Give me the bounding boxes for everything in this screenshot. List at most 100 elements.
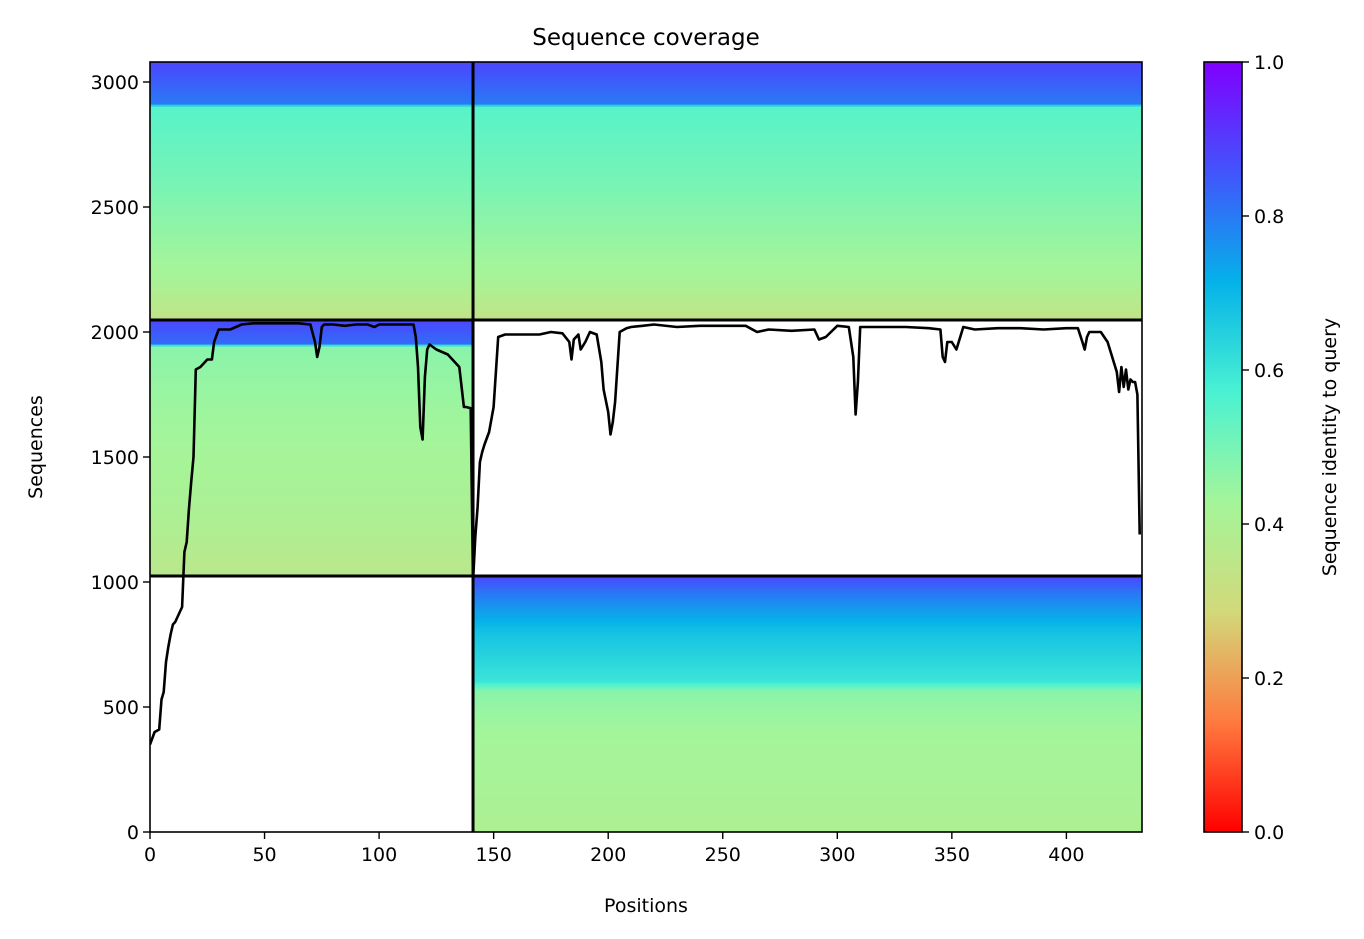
heatmap-row	[473, 792, 1142, 795]
heatmap-row	[150, 534, 474, 537]
heatmap-row	[473, 686, 1142, 689]
y-tick-label: 2500	[91, 197, 139, 219]
heatmap-row	[473, 762, 1142, 765]
heatmap-row	[473, 620, 1142, 623]
heatmap-row	[473, 804, 1142, 807]
heatmap-row	[150, 254, 474, 257]
heatmap-row	[473, 206, 1142, 209]
heatmap-row	[473, 784, 1142, 787]
heatmap-row	[150, 352, 474, 355]
heatmap-row	[473, 282, 1142, 285]
heatmap-row	[473, 202, 1142, 205]
y-tick-label: 3000	[91, 72, 139, 94]
heatmap-row	[150, 466, 474, 469]
heatmap-row	[150, 526, 474, 529]
x-tick-label: 0	[144, 844, 156, 866]
heatmap-row	[150, 368, 474, 371]
heatmap-row	[150, 496, 474, 499]
heatmap-row	[473, 178, 1142, 181]
heatmap-row	[473, 142, 1142, 145]
heatmap-row	[473, 664, 1142, 667]
coverage-line	[150, 321, 1141, 745]
heatmap-row	[150, 556, 474, 559]
heatmap-row	[150, 300, 474, 303]
heatmap-row	[150, 72, 474, 75]
heatmap-row	[473, 648, 1142, 651]
heatmap-row	[150, 194, 474, 197]
heatmap-row	[473, 134, 1142, 137]
heatmap-row	[150, 296, 474, 299]
heatmap-row	[150, 182, 474, 185]
heatmap-row	[150, 168, 474, 171]
heatmap-row	[150, 274, 474, 277]
heatmap-row	[150, 102, 474, 105]
heatmap-row	[473, 634, 1142, 637]
heatmap-row	[150, 542, 474, 545]
heatmap-row	[150, 392, 474, 395]
heatmap-row	[150, 122, 474, 125]
heatmap-row	[150, 120, 474, 123]
heatmap-row	[473, 658, 1142, 661]
heatmap-row	[473, 88, 1142, 91]
heatmap-row	[473, 730, 1142, 733]
heatmap-row	[150, 270, 474, 273]
heatmap-row	[473, 794, 1142, 797]
heatmap-row	[473, 170, 1142, 173]
heatmap-row	[150, 528, 474, 531]
heatmap-row	[473, 668, 1142, 671]
heatmap-row	[473, 226, 1142, 229]
heatmap-row	[473, 174, 1142, 177]
heatmap-row	[473, 636, 1142, 639]
heatmap-row	[150, 212, 474, 215]
y-tick-label: 1500	[91, 447, 139, 469]
heatmap-row	[150, 530, 474, 533]
heatmap-row	[150, 262, 474, 265]
heatmap-row	[473, 80, 1142, 83]
heatmap-row	[150, 442, 474, 445]
heatmap-row	[473, 680, 1142, 683]
heatmap-row	[473, 110, 1142, 113]
heatmap-row	[150, 100, 474, 103]
heatmap-row	[473, 192, 1142, 195]
heatmap-row	[150, 396, 474, 399]
heatmap-row	[473, 146, 1142, 149]
x-tick-label: 50	[252, 844, 276, 866]
heatmap-row	[473, 218, 1142, 221]
heatmap-row	[473, 774, 1142, 777]
heatmap-row	[150, 472, 474, 475]
heatmap-row	[150, 438, 474, 441]
heatmap-row	[150, 244, 474, 247]
heatmap-row	[150, 506, 474, 509]
heatmap-row	[150, 172, 474, 175]
heatmap-row	[150, 152, 474, 155]
heatmap-row	[473, 798, 1142, 801]
heatmap-row	[150, 150, 474, 153]
heatmap-row	[150, 292, 474, 295]
heatmap-row	[473, 290, 1142, 293]
heatmap-row	[473, 78, 1142, 81]
heatmap-row	[150, 394, 474, 397]
heatmap-row	[473, 238, 1142, 241]
heatmap-row	[150, 520, 474, 523]
heatmap-row	[473, 72, 1142, 75]
heatmap-row	[473, 250, 1142, 253]
heatmap-row	[473, 586, 1142, 589]
heatmap-row	[150, 184, 474, 187]
heatmap-row	[473, 94, 1142, 97]
heatmap-row	[473, 162, 1142, 165]
heatmap-row	[473, 180, 1142, 183]
heatmap-row	[473, 754, 1142, 757]
heatmap-row	[473, 584, 1142, 587]
heatmap-block-domain-2-group-3	[473, 62, 1142, 321]
heatmap-row	[150, 478, 474, 481]
heatmap-row	[150, 536, 474, 539]
heatmap-row	[473, 96, 1142, 99]
heatmap-row	[473, 262, 1142, 265]
heatmap-row	[150, 572, 474, 575]
heatmap-row	[150, 380, 474, 383]
heatmap-row	[150, 490, 474, 493]
heatmap-row	[150, 550, 474, 553]
heatmap-row	[473, 164, 1142, 167]
chart-title: Sequence coverage	[532, 25, 760, 51]
heatmap-row	[473, 738, 1142, 741]
